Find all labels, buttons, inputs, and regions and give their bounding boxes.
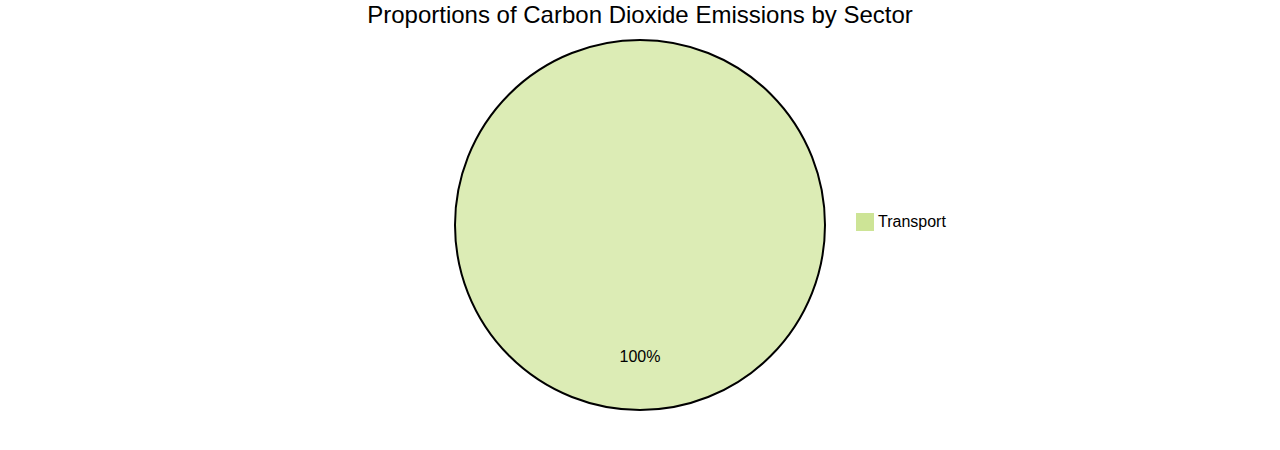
chart: Proportions of Carbon Dioxide Emissions … [0, 0, 1280, 450]
legend: Transport [856, 213, 946, 231]
legend-label: Transport [878, 213, 946, 230]
legend-item: Transport [856, 213, 946, 231]
slice [455, 40, 825, 410]
title: Proportions of Carbon Dioxide Emissions … [367, 1, 913, 28]
pie [455, 40, 825, 410]
data-label: 100% [620, 348, 661, 365]
legend-swatch [856, 213, 874, 231]
